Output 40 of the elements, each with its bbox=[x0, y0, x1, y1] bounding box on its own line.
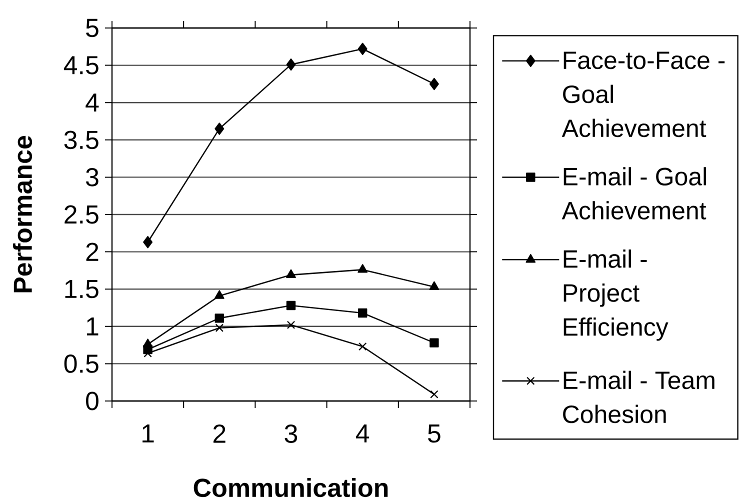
point bbox=[215, 324, 224, 332]
point bbox=[143, 236, 153, 248]
x-axis-title: Communication bbox=[194, 478, 388, 498]
y-tick-label: 0 bbox=[86, 392, 98, 410]
point bbox=[286, 58, 296, 71]
point bbox=[214, 290, 224, 299]
x-tick-label: 3 bbox=[284, 424, 298, 443]
y-tick-label: 3 bbox=[86, 168, 98, 186]
legend-label: E-mail - Goal Achievement bbox=[562, 167, 706, 220]
point bbox=[430, 390, 438, 398]
point bbox=[358, 264, 368, 273]
point bbox=[214, 314, 224, 323]
point bbox=[214, 122, 224, 135]
y-tick-label: 4 bbox=[86, 94, 99, 112]
x-tick-label: 1 bbox=[142, 424, 154, 442]
y-tick-label: 5 bbox=[86, 18, 98, 38]
y-axis-title: Performance bbox=[12, 136, 32, 292]
point bbox=[358, 42, 368, 55]
legend-label: E-mail - Project Efficiency bbox=[564, 250, 668, 341]
y-tick-label: 1.5 bbox=[65, 280, 98, 298]
point bbox=[358, 342, 367, 351]
x-tick-label: 5 bbox=[428, 424, 440, 443]
y-tick-label: 0.5 bbox=[64, 354, 98, 373]
y-tick-label: 2.5 bbox=[64, 205, 98, 224]
x-tick-label: 4 bbox=[356, 424, 370, 442]
point bbox=[142, 338, 153, 348]
legend-label: Face-to-Face - Goal Achievement bbox=[562, 52, 725, 138]
y-tick-label: 1 bbox=[86, 317, 98, 336]
point bbox=[429, 78, 439, 90]
y-tick-label: 4.5 bbox=[64, 56, 98, 74]
point bbox=[358, 308, 368, 318]
point bbox=[286, 269, 296, 278]
point bbox=[286, 320, 296, 330]
point bbox=[430, 338, 439, 348]
point bbox=[429, 281, 440, 290]
point bbox=[286, 300, 296, 310]
legend-label: E-mail - Team Cohesion bbox=[563, 370, 714, 424]
y-tick-label: 3.5 bbox=[64, 130, 98, 150]
x-tick-label: 2 bbox=[213, 424, 226, 443]
y-tick-label: 2 bbox=[86, 242, 98, 261]
